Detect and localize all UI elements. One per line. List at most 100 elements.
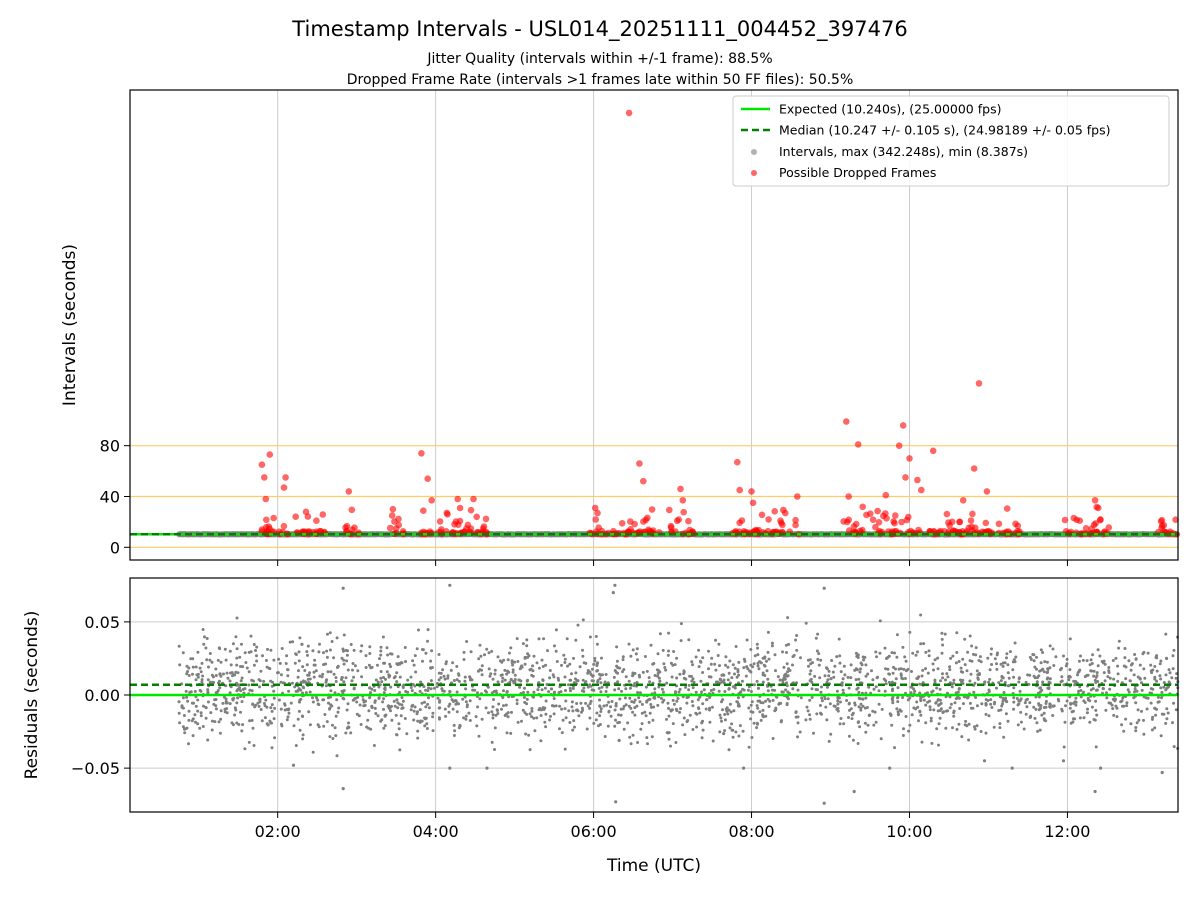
residual-point (741, 729, 745, 733)
residual-point (970, 644, 974, 648)
dropped-frame-point (642, 516, 650, 524)
residual-point (332, 672, 336, 676)
residual-point (236, 696, 240, 700)
residual-point (937, 722, 941, 726)
residual-point (666, 653, 670, 657)
residual-point (1117, 646, 1121, 650)
residual-point (924, 650, 928, 654)
residual-point (838, 654, 842, 658)
residual-point (661, 648, 665, 652)
residual-point (345, 659, 349, 663)
residual-point (461, 697, 465, 701)
residual-point (763, 664, 767, 668)
residual-point (449, 668, 453, 672)
residual-point (911, 651, 915, 655)
residual-point (832, 704, 836, 708)
residual-point (1062, 654, 1065, 658)
residual-outlier (888, 766, 892, 770)
residual-point (1006, 663, 1010, 667)
residual-point (1167, 668, 1171, 672)
residual-point (1165, 717, 1169, 721)
residual-point (285, 718, 289, 722)
residual-point (837, 696, 841, 700)
residual-point (896, 700, 900, 704)
residual-point (1001, 664, 1005, 668)
residual-point (1134, 701, 1138, 705)
residual-point (208, 652, 212, 655)
residual-point (588, 635, 592, 639)
residual-point (755, 704, 759, 708)
residual-point (353, 664, 357, 668)
residual-point (251, 703, 255, 706)
residual-point (239, 679, 243, 683)
residual-point (423, 724, 427, 728)
dropped-frame-point (680, 508, 687, 516)
residual-point (949, 656, 953, 660)
residual-point (575, 679, 579, 682)
residual-point (938, 698, 942, 702)
residual-point (362, 700, 366, 704)
residual-point (645, 736, 649, 740)
residual-point (1012, 707, 1016, 711)
residual-point (1003, 661, 1007, 665)
residual-point (955, 727, 959, 731)
residual-point (416, 736, 420, 740)
residual-point (205, 637, 209, 640)
residual-point (820, 685, 823, 689)
residual-point (756, 699, 760, 703)
residual-point (785, 703, 789, 707)
residual-point (189, 657, 193, 661)
residual-point (597, 686, 601, 690)
residual-point (424, 651, 428, 655)
residual-point (1135, 689, 1139, 693)
residual-point (1114, 704, 1118, 708)
residual-point (742, 657, 746, 661)
residual-point (658, 632, 662, 636)
residual-point (523, 686, 526, 690)
residual-point (618, 666, 622, 670)
residual-point (627, 642, 631, 646)
residual-point (927, 649, 931, 653)
residual-point (544, 712, 548, 716)
residual-point (1048, 677, 1052, 681)
residual-point (536, 688, 540, 692)
residual-point (251, 726, 255, 730)
residual-point (430, 666, 434, 669)
residual-point (870, 669, 873, 673)
residual-point (1042, 711, 1046, 715)
residual-point (685, 701, 689, 705)
residual-outlier (613, 583, 617, 587)
residual-point (597, 724, 600, 728)
dropped-frame-peak (591, 504, 599, 512)
residual-point (1128, 679, 1132, 683)
residual-point (1078, 668, 1082, 672)
residual-point (960, 735, 964, 739)
residual-point (1008, 650, 1012, 654)
residual-point (884, 679, 888, 683)
residual-point (283, 708, 287, 712)
residual-point (518, 685, 522, 689)
residual-point (437, 678, 441, 682)
residual-point (382, 697, 386, 701)
residual-point (647, 676, 651, 680)
residual-point (638, 691, 642, 695)
residual-point (1044, 699, 1048, 703)
residual-point (200, 678, 204, 682)
residual-point (678, 687, 682, 691)
residual-point (255, 645, 259, 649)
residual-point (774, 669, 777, 673)
residual-point (688, 713, 692, 717)
residual-point (307, 710, 311, 714)
residual-point (973, 725, 976, 729)
residual-point (572, 719, 576, 723)
residual-point (665, 717, 668, 721)
residual-point (312, 663, 316, 667)
residual-point (691, 728, 695, 731)
residual-point (670, 675, 674, 679)
residual-point (631, 671, 635, 675)
residual-point (1041, 651, 1045, 654)
residual-point (262, 702, 266, 705)
residual-point (350, 679, 354, 683)
residual-point (340, 656, 344, 660)
